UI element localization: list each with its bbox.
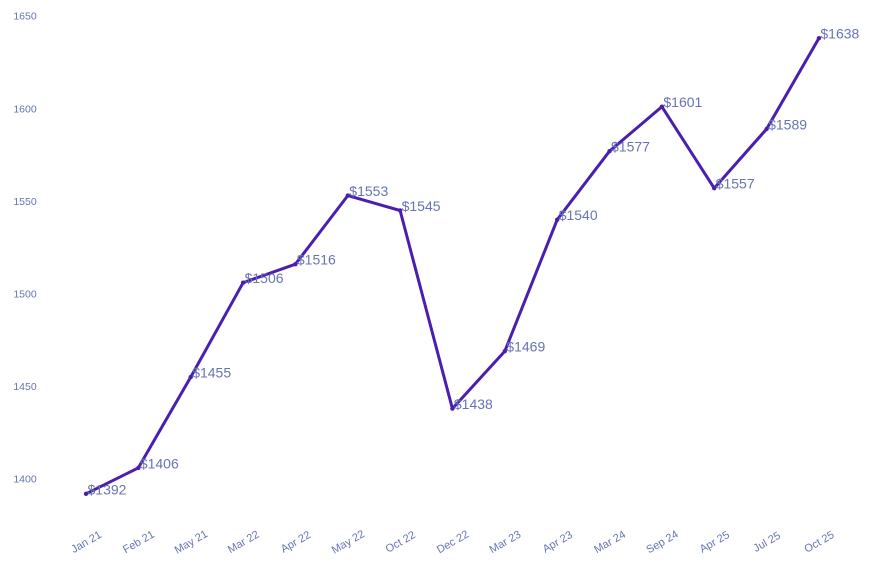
svg-text:1650: 1650 <box>13 11 37 23</box>
svg-text:$1553: $1553 <box>349 183 388 199</box>
svg-text:$1438: $1438 <box>454 396 493 412</box>
svg-text:$1589: $1589 <box>768 117 807 133</box>
svg-text:$1455: $1455 <box>192 365 231 381</box>
svg-text:$1540: $1540 <box>559 207 598 223</box>
svg-text:$1392: $1392 <box>88 481 127 497</box>
svg-text:$1545: $1545 <box>402 198 441 214</box>
svg-text:1550: 1550 <box>13 196 37 208</box>
svg-text:$1601: $1601 <box>663 94 702 110</box>
svg-text:$1516: $1516 <box>297 252 336 268</box>
svg-text:1500: 1500 <box>13 289 37 301</box>
svg-text:$1506: $1506 <box>245 270 284 286</box>
svg-text:$1557: $1557 <box>716 176 755 192</box>
svg-text:$1406: $1406 <box>140 455 179 471</box>
svg-text:$1469: $1469 <box>506 339 545 355</box>
svg-text:1600: 1600 <box>13 103 37 115</box>
svg-text:$1638: $1638 <box>820 26 859 42</box>
svg-text:1400: 1400 <box>13 474 37 486</box>
svg-text:$1577: $1577 <box>611 139 650 155</box>
svg-text:1450: 1450 <box>13 381 37 393</box>
